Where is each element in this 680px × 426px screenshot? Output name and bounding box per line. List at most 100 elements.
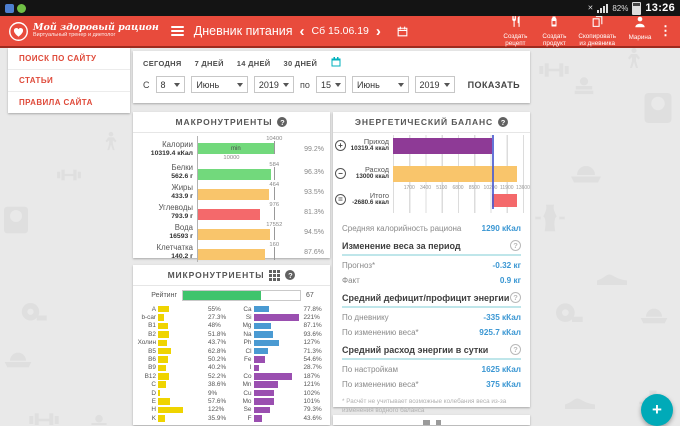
help-icon[interactable]: ?: [277, 117, 288, 127]
micro-bar: [253, 305, 270, 313]
to-label: по: [300, 79, 310, 90]
macro-bar-track: 10000 10400 min: [197, 136, 291, 162]
current-date[interactable]: Сб 15.06.19: [311, 25, 369, 37]
calendar-picker-icon[interactable]: [330, 55, 342, 73]
mute-icon: ✕: [587, 5, 594, 12]
micro-bar: [158, 331, 169, 338]
macro-bar-track: 584: [197, 162, 291, 182]
quick-range-button[interactable]: 30 ДНЕЙ: [283, 59, 318, 68]
menu-icon[interactable]: [170, 26, 184, 36]
show-button[interactable]: ПОКАЗАТЬ: [467, 79, 520, 90]
micro-bar: [158, 389, 160, 397]
element-label: A: [151, 305, 156, 313]
micro-bar: [158, 381, 166, 388]
micronutrient-row: D 9%: [135, 389, 231, 397]
create-product-button[interactable]: Создать продукт: [539, 15, 569, 47]
clock: 13:26: [645, 2, 675, 14]
intake-marker-line: [491, 135, 494, 209]
macro-row-label: Жиры 433.9 г: [171, 182, 193, 200]
target-tick: [274, 187, 276, 200]
micronutrient-row: Mg 87.1%: [231, 322, 327, 330]
micro-bar: [253, 322, 272, 330]
help-icon[interactable]: ?: [510, 292, 521, 303]
micro-percent: 187%: [303, 372, 320, 380]
micro-percent: 50.2%: [208, 356, 227, 364]
help-icon[interactable]: ?: [285, 270, 296, 280]
macronutrients-card: МАКРОНУТРИЕНТЫ ? Калории 10319.4 кКал 1000…: [133, 112, 330, 262]
from-month-select[interactable]: Июнь: [191, 76, 248, 93]
target-tick: [274, 167, 276, 180]
utensils-icon: [509, 15, 522, 33]
quick-range-button[interactable]: СЕГОДНЯ: [143, 59, 182, 68]
to-month-select[interactable]: Июнь: [351, 76, 409, 93]
micro-bar: [158, 356, 169, 363]
axis-tick-label: 8500: [468, 185, 480, 191]
from-year-select[interactable]: 2019: [253, 76, 295, 93]
macro-percent: 81.3%: [304, 208, 324, 216]
overflow-menu-icon[interactable]: ⋮: [659, 23, 672, 38]
calendar-icon[interactable]: [396, 25, 409, 38]
quick-range-button[interactable]: 7 ДНЕЙ: [194, 59, 224, 68]
copy-from-diary-button[interactable]: Скопировать из дневника: [578, 15, 616, 47]
macro-row-label: Углеводы 793.9 г: [158, 202, 193, 220]
to-day-select[interactable]: 15: [315, 76, 346, 93]
plus-icon: +: [335, 139, 346, 151]
element-label: E: [151, 397, 156, 405]
quick-range-button[interactable]: 14 ДНЕЙ: [236, 59, 271, 68]
element-label: Ca: [243, 305, 252, 313]
stat-label: Прогноз*: [342, 261, 376, 270]
element-label: B9: [148, 364, 156, 372]
stat-label: Средняя калорийность рациона: [342, 224, 462, 233]
sidebar-item[interactable]: ПРАВИЛА САЙТА: [19, 98, 93, 107]
add-button[interactable]: +: [641, 394, 673, 426]
create-recipe-button[interactable]: Создать рецепт: [500, 15, 530, 47]
element-label: b-car: [141, 314, 156, 322]
android-icon: [17, 3, 26, 13]
app-logo[interactable]: Мой здоровый рацион Виртуальный тренер и…: [8, 21, 159, 42]
micro-percent: 43.7%: [208, 339, 227, 347]
micronutrient-row: K 35.9%: [135, 414, 231, 422]
element-label: F: [247, 414, 252, 422]
micro-percent: 102%: [303, 389, 320, 397]
rating-label: Рейтинг: [151, 292, 177, 299]
element-label: Ph: [243, 339, 252, 347]
macro-percent: 94.5%: [304, 228, 324, 236]
micronutrient-row: Co 187%: [231, 372, 327, 380]
micro-bar: [158, 322, 168, 330]
stat-value: 1625 кКал: [481, 365, 521, 374]
notification-icon: [5, 3, 14, 13]
help-icon[interactable]: ?: [498, 117, 509, 127]
micro-percent: 71.3%: [303, 347, 322, 355]
user-menu-button[interactable]: Марина: [625, 15, 655, 41]
micronutrients-title: МИКРОНУТРИЕНТЫ: [167, 270, 265, 280]
element-label: B5: [148, 347, 156, 355]
element-label: Fe: [244, 356, 252, 364]
stat-section-header: Средний дефицит/профицит энергии?: [342, 292, 521, 308]
help-icon[interactable]: ?: [510, 240, 521, 251]
to-year-select[interactable]: 2019: [414, 76, 455, 93]
element-label: Co: [243, 372, 252, 380]
micronutrient-row: C 38.6%: [135, 381, 231, 389]
target-tick: [274, 247, 276, 260]
micro-percent: 9%: [208, 389, 218, 397]
element-label: C: [151, 381, 156, 389]
target-tick: [274, 207, 276, 220]
micro-percent: 221%: [303, 314, 320, 322]
micronutrient-row: B5 62.8%: [135, 347, 231, 355]
next-day-button[interactable]: ›: [375, 22, 381, 40]
micro-percent: 35.9%: [208, 414, 227, 422]
micro-bar: [158, 398, 170, 405]
sidebar-item[interactable]: ПОИСК ПО САЙТУ: [8, 48, 130, 70]
sidebar-item[interactable]: СТАТЬИ: [8, 70, 130, 92]
stat-row: Прогноз* -0.32 кг: [333, 258, 530, 273]
stat-row: По настройкам 1625 кКал: [333, 362, 530, 377]
help-icon[interactable]: ?: [510, 344, 521, 355]
target-value: 976: [269, 202, 280, 208]
micro-percent: 101%: [303, 397, 320, 405]
from-day-select[interactable]: 8: [155, 76, 186, 93]
table-view-icon[interactable]: [269, 269, 281, 281]
micro-percent: 27.3%: [208, 314, 227, 322]
energy-bar-приход: [393, 138, 492, 154]
micronutrient-row: Mo 101%: [231, 397, 327, 405]
prev-day-button[interactable]: ‹: [299, 22, 305, 40]
